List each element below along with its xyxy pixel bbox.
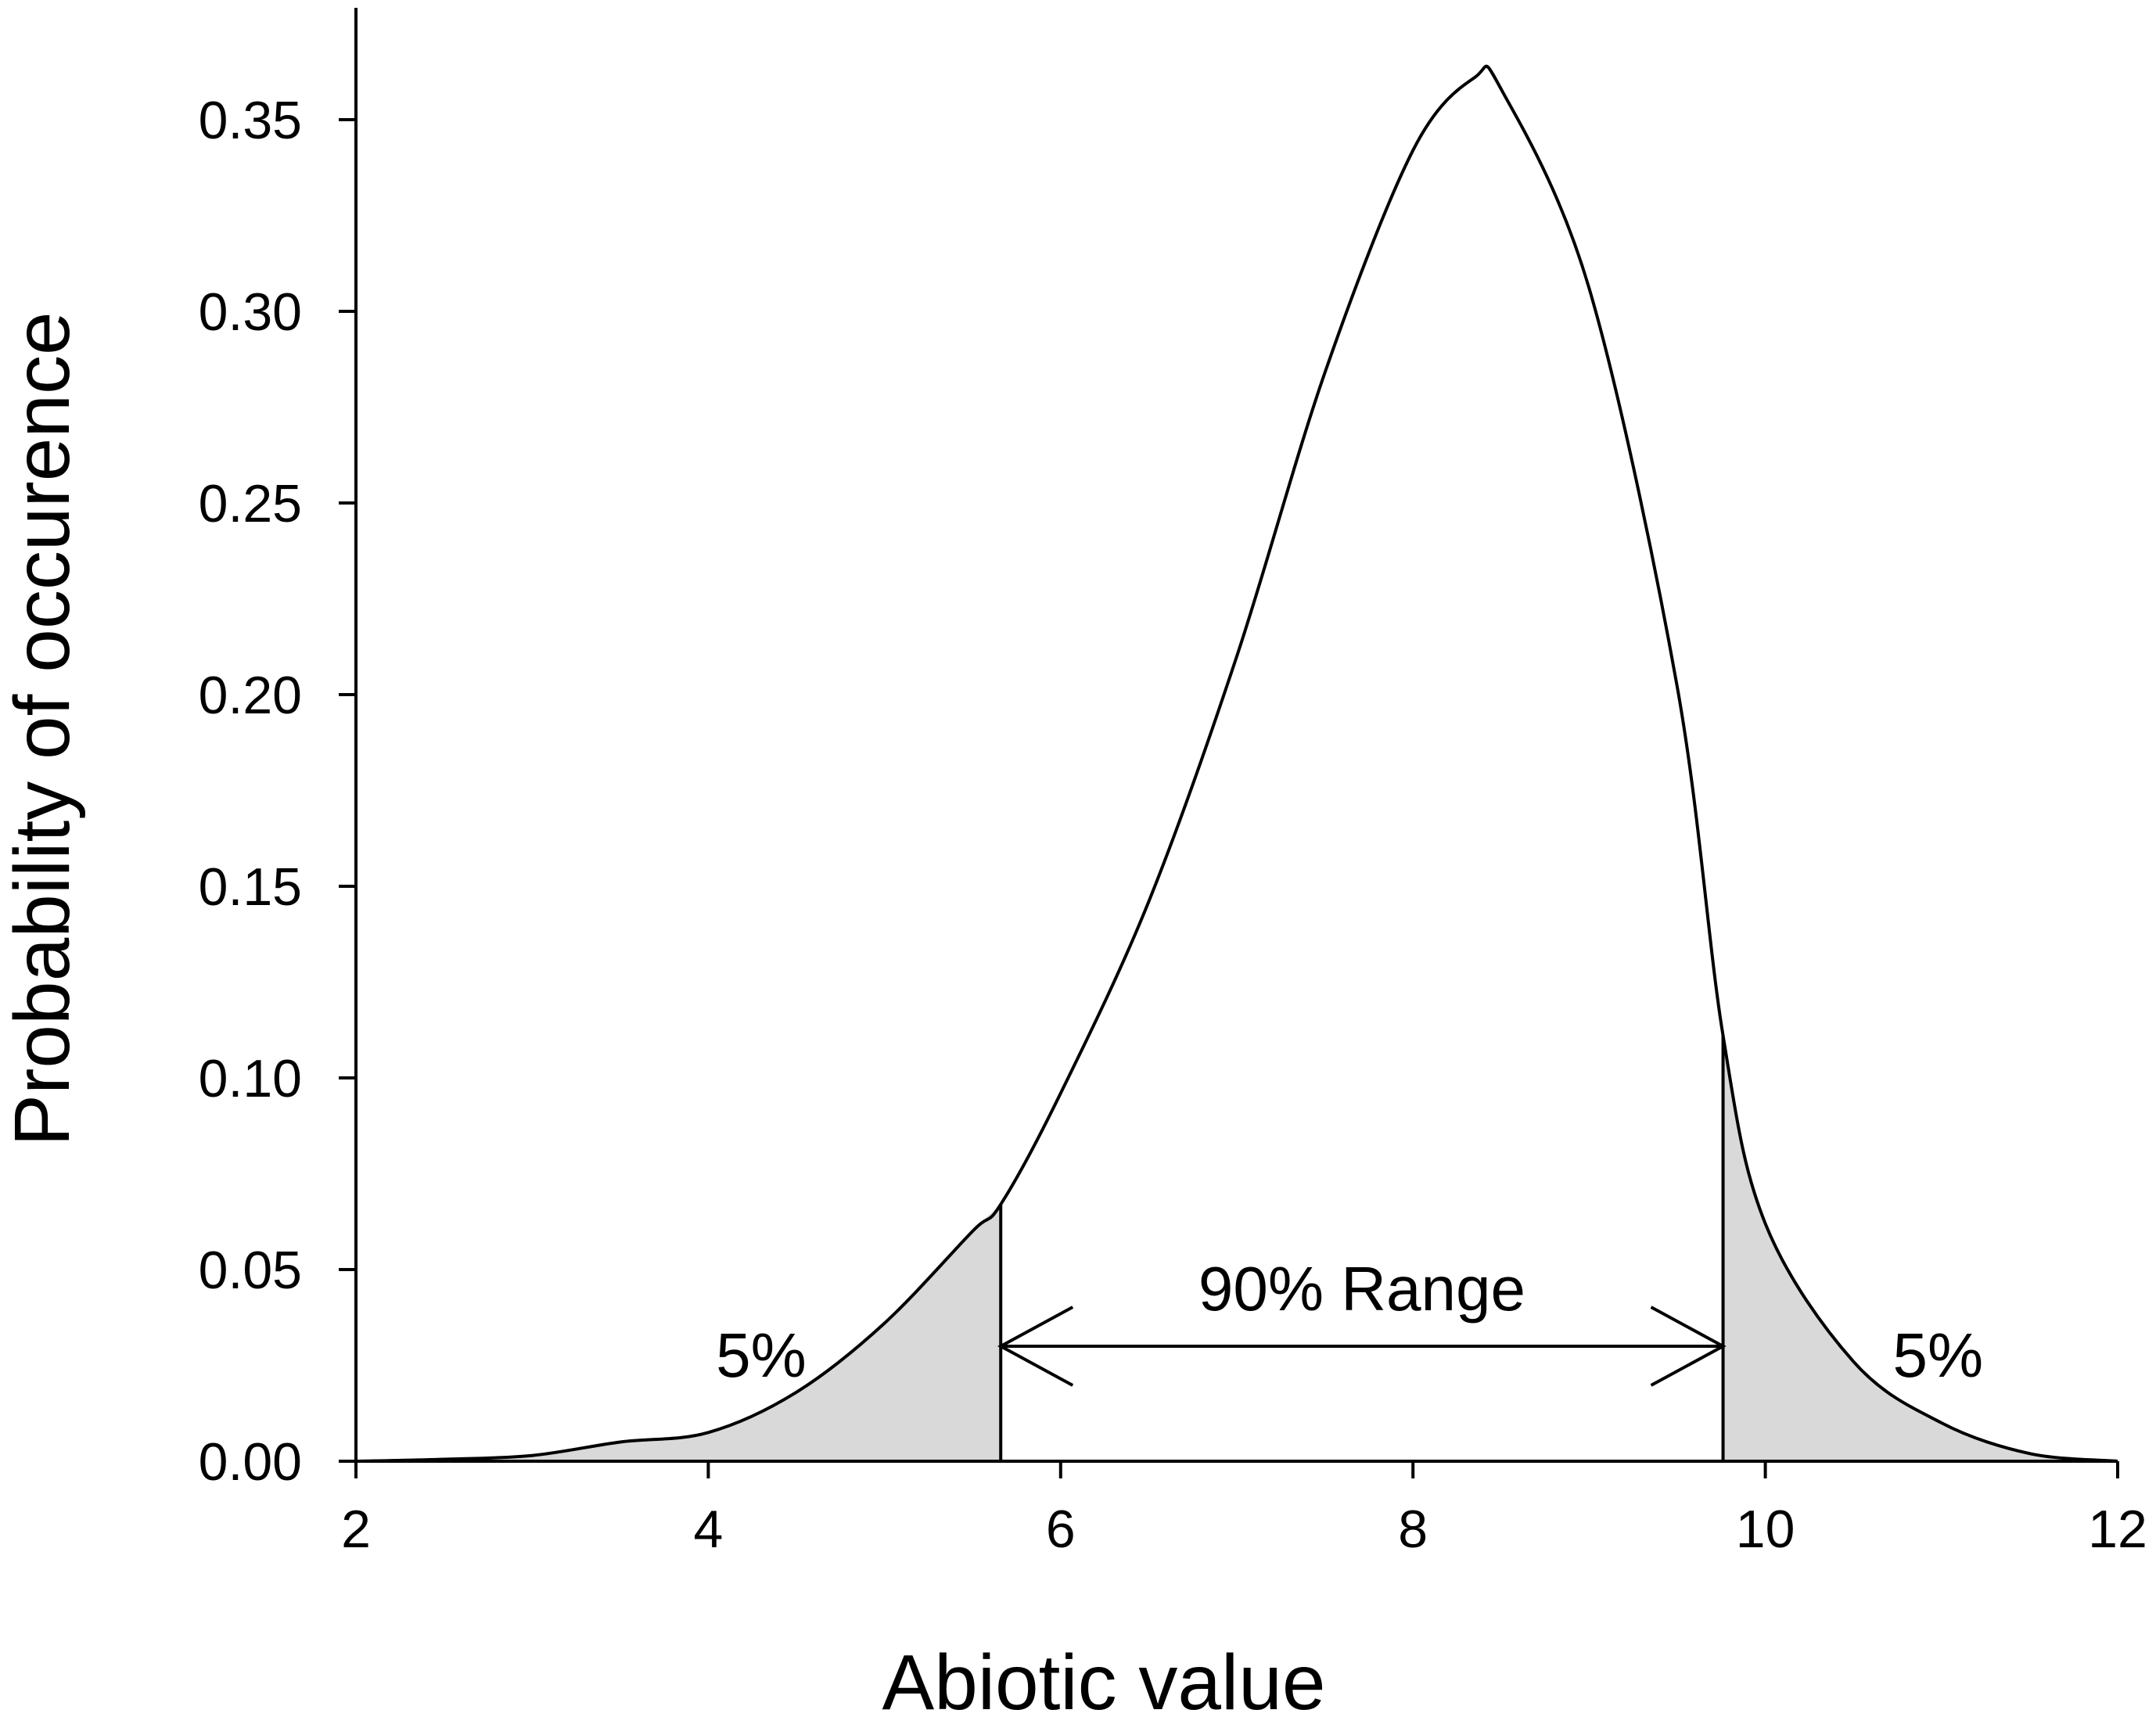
range-arrow-head-left bbox=[997, 1306, 1074, 1387]
range-arrow-head-right bbox=[1650, 1306, 1727, 1387]
y-tick-label: 0.30 bbox=[199, 282, 302, 342]
x-axis-title: Abiotic value bbox=[882, 1639, 1326, 1717]
y-tick-label: 0.10 bbox=[199, 1049, 302, 1108]
y-tick-label: 0.25 bbox=[199, 474, 302, 533]
x-tick-label: 10 bbox=[1736, 1500, 1795, 1559]
range-annotation bbox=[997, 1306, 1727, 1387]
shaded-region-left bbox=[356, 1204, 1001, 1461]
y-tick-label: 0.35 bbox=[199, 91, 302, 150]
x-tick-label: 2 bbox=[341, 1500, 371, 1559]
shaded-region-right bbox=[1723, 1036, 2118, 1461]
x-tick-label: 6 bbox=[1046, 1500, 1076, 1559]
annotation-right-label: 5% bbox=[1892, 1320, 1983, 1390]
annotation-left-label: 5% bbox=[716, 1320, 807, 1390]
y-axis-title: Probability of occurence bbox=[0, 311, 86, 1146]
y-tick-label: 0.05 bbox=[199, 1241, 302, 1300]
y-tick-label: 0.15 bbox=[199, 857, 302, 917]
y-tick-label: 0.00 bbox=[199, 1432, 302, 1492]
range-label: 90% Range bbox=[1198, 1254, 1525, 1324]
x-tick-label: 12 bbox=[2088, 1500, 2147, 1559]
x-tick-label: 4 bbox=[693, 1500, 723, 1559]
x-tick-label: 8 bbox=[1398, 1500, 1428, 1559]
axes bbox=[339, 8, 2119, 1478]
shaded-regions bbox=[356, 1036, 2118, 1461]
curve-group bbox=[355, 64, 2118, 1463]
y-tick-label: 0.20 bbox=[199, 666, 302, 725]
tick-labels: 2 4 6 8 10 12 0.00 0.05 0.10 0.15 0.20 0.25 0.30 0.35 bbox=[199, 91, 2147, 1559]
density-curve bbox=[355, 64, 2118, 1463]
